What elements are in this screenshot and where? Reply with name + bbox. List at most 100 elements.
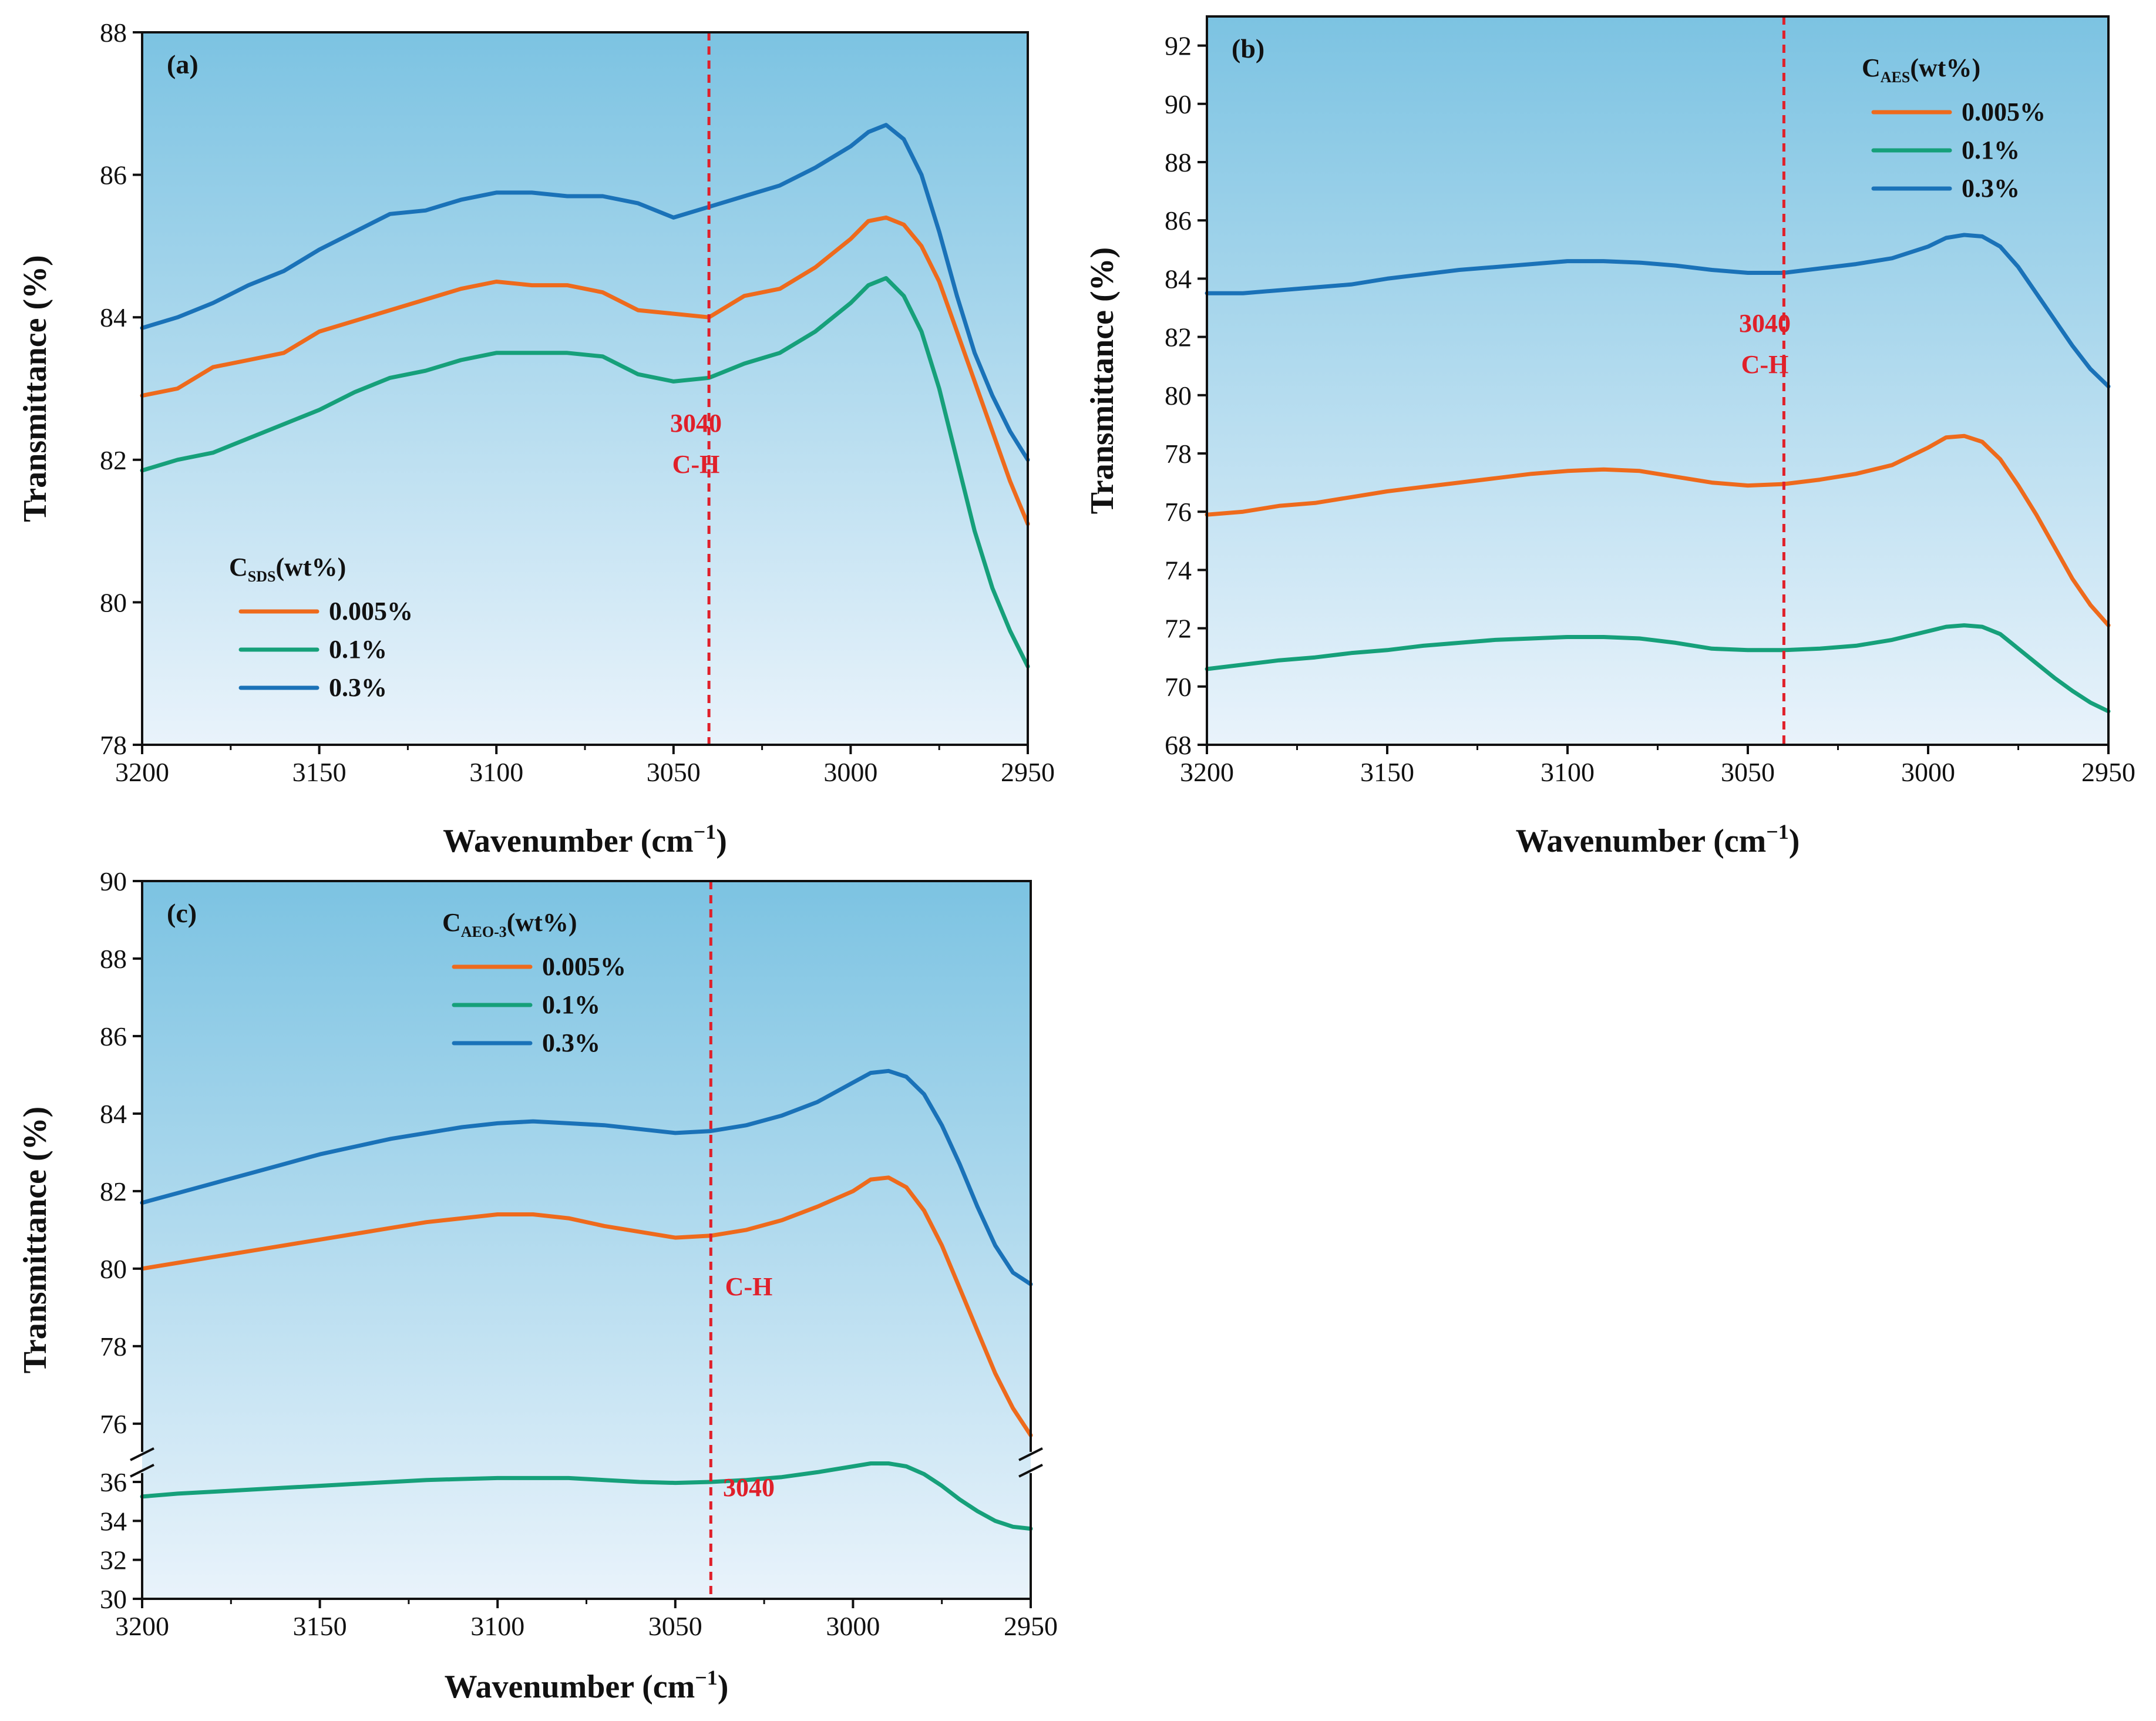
- panel-a-plot-background: [142, 32, 1028, 745]
- panel-c-y-tick-label: 78: [100, 1332, 127, 1362]
- panel-b-y-tick-label: 84: [1165, 264, 1192, 294]
- panel-b-x-axis-label: Wavenumber (cm−1): [1516, 820, 1800, 859]
- panel-b-y-tick-label: 68: [1165, 730, 1192, 760]
- panel-c-panel-label: (c): [167, 898, 197, 928]
- panel-a-y-tick-label: 86: [100, 160, 127, 190]
- panel-b-y-tick-label: 70: [1165, 672, 1192, 702]
- panel-a-x-tick-label: 3050: [647, 757, 701, 787]
- panel-b-y-tick-label: 90: [1165, 89, 1192, 119]
- panel-c-chart: 3040 C-H 3200 3150 3100 3050 3000 2950 30 32 34 36 7…: [17, 866, 1058, 1705]
- panel-c-y-axis-label: Transmittance (%): [17, 1107, 53, 1374]
- panel-b-x-axis-label-end: ): [1789, 823, 1800, 859]
- panel-a-legend-entry-3: 0.3%: [329, 673, 387, 702]
- panel-b-x-tick-label: 3150: [1360, 757, 1414, 787]
- panel-c-y-tick-label: 34: [100, 1506, 127, 1536]
- panel-a-y-tick-label: 88: [100, 18, 127, 48]
- panel-a-y-tick-label: 84: [100, 302, 127, 332]
- panel-a-legend-title-sub: SDS: [248, 568, 276, 585]
- panel-a-legend-title: CSDS(wt%): [229, 553, 346, 585]
- panel-b-y-tick-label: 92: [1165, 31, 1192, 61]
- panel-c-x-tick-label: 3100: [470, 1611, 524, 1641]
- panel-c-legend-title-main: C: [442, 908, 461, 937]
- panel-c-y-tick-label: 30: [100, 1584, 127, 1614]
- panel-a-x-axis-label: Wavenumber (cm−1): [443, 820, 727, 859]
- panel-c-plot-background: [142, 881, 1031, 1599]
- panel-c-x-axis-label: Wavenumber (cm−1): [445, 1666, 729, 1705]
- panel-b-annotation-bond: C-H: [1741, 350, 1789, 379]
- panel-c-legend-title: CAEO-3(wt%): [442, 908, 577, 940]
- panel-b-legend-entry-3: 0.3%: [1962, 174, 2020, 203]
- panel-b-y-tick-label: 76: [1165, 497, 1192, 527]
- panel-a-x-tick-label: 3200: [115, 757, 169, 787]
- panel-c-x-tick-label: 3000: [826, 1611, 880, 1641]
- panel-c-y-tick-label: 36: [100, 1467, 127, 1497]
- panel-b-legend-title-main: C: [1862, 53, 1881, 82]
- panel-a-x-tick-label: 3150: [292, 757, 347, 787]
- panel-c-y-tick-label: 88: [100, 944, 127, 974]
- panel-b-y-tick-label: 74: [1165, 555, 1192, 585]
- panel-b-x-tick-label: 3050: [1721, 757, 1775, 787]
- panel-b-legend-entry-2: 0.1%: [1962, 136, 2020, 164]
- panel-a-legend-entry-2: 0.1%: [329, 635, 387, 664]
- panel-c-y-tick-label: 84: [100, 1099, 127, 1129]
- panel-c-x-tick-label: 2950: [1004, 1611, 1058, 1641]
- panel-b-y-axis-label: Transmittance (%): [1084, 247, 1121, 515]
- panel-c-x-tick-label: 3150: [293, 1611, 347, 1641]
- panel-c-legend-entry-2: 0.1%: [542, 990, 600, 1019]
- panel-c-x-axis-label-end: ): [718, 1669, 729, 1705]
- panel-a-series-1-line: [140, 215, 1030, 526]
- panel-b-chart: 3040 C-H 3200 3150 3100 3050 3000 2950 68 70 72 74 7…: [1084, 15, 2135, 859]
- panel-b-legend-entry-1: 0.005%: [1962, 98, 2046, 126]
- panel-b-x-axis-label-sup: −1: [1766, 820, 1789, 843]
- panel-b-x-tick-label: 3200: [1180, 757, 1234, 787]
- panel-b-y-tick-label: 78: [1165, 439, 1192, 469]
- panel-c-axis-break-mark-4: [1018, 1464, 1043, 1478]
- panel-a-series-2-line: [140, 276, 1030, 669]
- panel-c-series-1-line: [140, 1175, 1033, 1438]
- panel-c-y-tick-label: 76: [100, 1409, 127, 1439]
- panel-c-y-tick-label: 86: [100, 1021, 127, 1051]
- panel-b-y-tick-label: 88: [1165, 147, 1192, 177]
- panel-c-axis-break-mark-3: [1018, 1447, 1043, 1461]
- panel-a-x-tick-label: 3100: [469, 757, 523, 787]
- panel-a-annotation-wavenumber: 3040: [670, 409, 722, 438]
- panel-c-x-tick-label: 3200: [115, 1611, 169, 1641]
- panel-c-x-tick-label: 3050: [648, 1611, 702, 1641]
- panel-b-series-1-line: [1205, 433, 2111, 628]
- panel-a-chart: 3040 C-H 3200 3150 3100 3050 3000 2950 78 80 82 84 8…: [17, 18, 1055, 859]
- panel-c-legend-entry-1: 0.005%: [542, 952, 626, 981]
- panel-a-panel-label: (a): [167, 49, 199, 79]
- panel-a-legend-entry-1: 0.005%: [329, 597, 413, 626]
- panel-a-y-tick-label: 80: [100, 587, 127, 617]
- panel-b-x-tick-label: 2950: [2081, 757, 2135, 787]
- panel-c-y-tick-label: 32: [100, 1545, 127, 1575]
- panel-b-y-tick-label: 72: [1165, 614, 1192, 644]
- panel-b-x-tick-label: 3000: [1901, 757, 1955, 787]
- panel-c-y-tick-label: 82: [100, 1177, 127, 1206]
- panel-c-frame-upper: [141, 880, 1032, 1452]
- panel-b-panel-label: (b): [1232, 33, 1264, 63]
- panel-c-annotation-bond: C-H: [725, 1272, 773, 1301]
- panel-c-legend-title-unit: (wt%): [507, 908, 577, 937]
- panel-b-y-tick-label: 80: [1165, 381, 1192, 411]
- panel-a-x-axis-label-main: Wavenumber (cm: [443, 823, 694, 859]
- panel-a-y-tick-label: 82: [100, 445, 127, 475]
- panel-b-series-2-line: [1205, 623, 2111, 714]
- panel-b-legend-title-sub: AES: [1881, 69, 1911, 86]
- panel-c-series-2-line: [140, 1461, 1033, 1531]
- panel-c-y-tick-label: 80: [100, 1254, 127, 1284]
- panel-b-legend-title-unit: (wt%): [1910, 53, 1980, 82]
- panel-b-series-3-line: [1205, 233, 2111, 389]
- panel-c-y-tick-label: 90: [100, 866, 127, 896]
- panel-c-annotation-wavenumber: 3040: [723, 1473, 775, 1502]
- panel-b-y-tick-label: 82: [1165, 322, 1192, 352]
- panel-a-x-axis-label-sup: −1: [694, 820, 717, 843]
- panel-a-legend-title-unit: (wt%): [275, 553, 346, 581]
- panel-a-x-axis-label-end: ): [716, 823, 727, 859]
- panel-a-annotation-bond: C-H: [672, 450, 720, 479]
- panel-a-series-3-line: [140, 123, 1030, 462]
- panel-b-annotation-wavenumber: 3040: [1739, 309, 1791, 338]
- panel-b-x-tick-label: 3100: [1541, 757, 1595, 787]
- panel-c-x-axis-label-main: Wavenumber (cm: [445, 1669, 695, 1705]
